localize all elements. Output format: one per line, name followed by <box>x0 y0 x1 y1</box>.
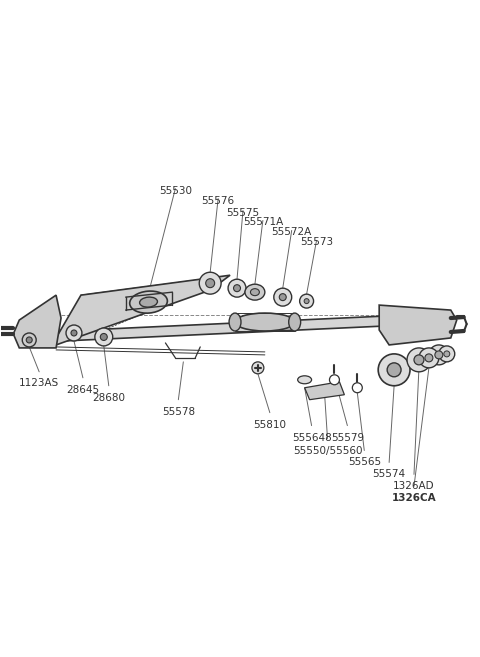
Polygon shape <box>56 275 230 345</box>
Circle shape <box>234 284 240 292</box>
Circle shape <box>329 374 339 385</box>
Text: 55579: 55579 <box>331 432 364 443</box>
Circle shape <box>304 299 309 304</box>
Text: 55810: 55810 <box>253 420 287 430</box>
Polygon shape <box>21 313 449 343</box>
Circle shape <box>66 325 82 341</box>
Circle shape <box>71 330 77 336</box>
Circle shape <box>199 272 221 294</box>
Text: 28680: 28680 <box>92 393 125 403</box>
Circle shape <box>378 354 410 386</box>
Circle shape <box>206 279 215 288</box>
Text: 55574: 55574 <box>372 469 406 480</box>
Circle shape <box>274 288 292 306</box>
Circle shape <box>26 337 32 343</box>
Circle shape <box>387 363 401 377</box>
Circle shape <box>435 351 443 359</box>
Ellipse shape <box>229 313 241 331</box>
Ellipse shape <box>245 284 265 300</box>
Text: 1123AS: 1123AS <box>19 378 60 388</box>
Text: 28645: 28645 <box>66 385 99 395</box>
Circle shape <box>444 351 450 357</box>
Ellipse shape <box>288 313 300 331</box>
Text: 1326CA: 1326CA <box>392 493 436 503</box>
Polygon shape <box>13 295 61 348</box>
Text: 55576: 55576 <box>202 196 235 206</box>
Text: 55578: 55578 <box>162 407 195 417</box>
Circle shape <box>419 348 439 368</box>
Circle shape <box>352 383 362 393</box>
Ellipse shape <box>140 297 157 307</box>
Text: 55572A: 55572A <box>272 227 312 237</box>
Text: 555648: 555648 <box>292 432 332 443</box>
Circle shape <box>100 334 107 340</box>
Circle shape <box>407 348 431 372</box>
Text: 55530: 55530 <box>159 186 192 196</box>
Circle shape <box>425 354 433 362</box>
Polygon shape <box>379 305 457 345</box>
Text: 55550/55560: 55550/55560 <box>293 445 362 455</box>
Circle shape <box>279 294 286 301</box>
Text: 55575: 55575 <box>227 208 260 217</box>
Circle shape <box>300 294 313 308</box>
Ellipse shape <box>251 288 259 296</box>
Ellipse shape <box>130 291 168 313</box>
Polygon shape <box>305 382 344 399</box>
Circle shape <box>228 279 246 297</box>
Circle shape <box>22 333 36 347</box>
Text: 55565: 55565 <box>348 457 381 467</box>
Ellipse shape <box>298 376 312 384</box>
Circle shape <box>439 346 455 362</box>
Circle shape <box>95 328 113 346</box>
Text: 55571A: 55571A <box>243 217 283 227</box>
Ellipse shape <box>235 313 295 331</box>
Circle shape <box>429 345 449 365</box>
Circle shape <box>414 355 424 365</box>
Circle shape <box>252 362 264 374</box>
Text: 1326AD: 1326AD <box>393 482 435 491</box>
Text: 55573: 55573 <box>300 237 333 248</box>
